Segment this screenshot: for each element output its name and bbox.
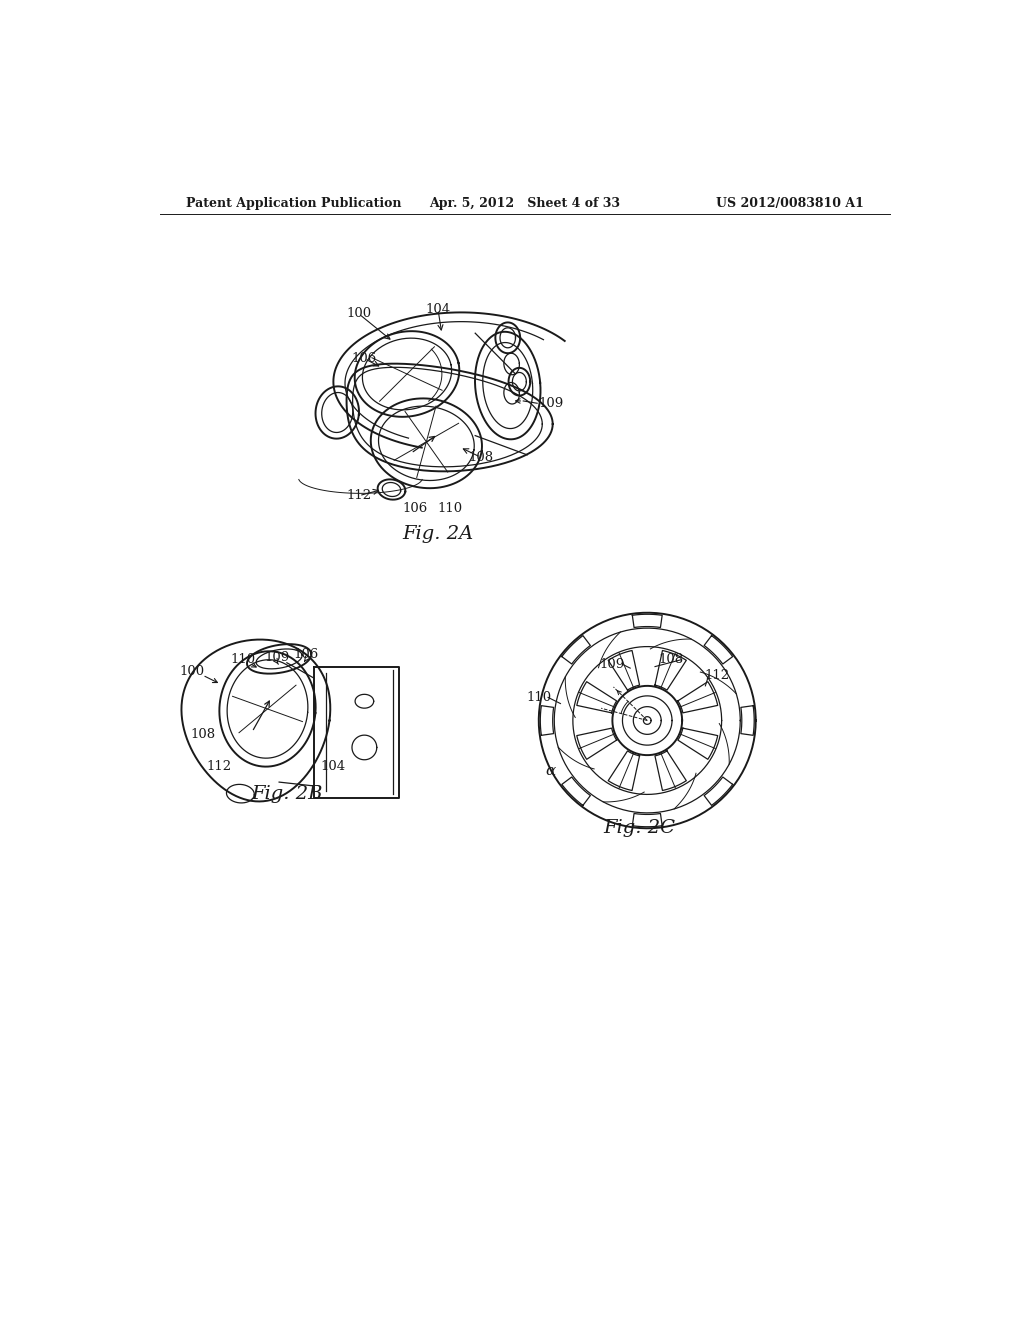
Text: Patent Application Publication: Patent Application Publication — [186, 197, 401, 210]
Text: 110: 110 — [526, 690, 551, 704]
Text: 110: 110 — [230, 653, 255, 667]
Text: Fig. 2B: Fig. 2B — [251, 784, 323, 803]
Text: 106: 106 — [402, 502, 427, 515]
Text: 112: 112 — [346, 490, 372, 502]
Text: 109: 109 — [539, 397, 564, 409]
Text: Fig. 2C: Fig. 2C — [603, 820, 676, 837]
Text: 109: 109 — [599, 657, 625, 671]
Text: α: α — [545, 763, 555, 777]
Text: 104: 104 — [321, 760, 346, 774]
Text: 100: 100 — [179, 665, 204, 677]
Text: 104: 104 — [425, 302, 451, 315]
Text: Apr. 5, 2012   Sheet 4 of 33: Apr. 5, 2012 Sheet 4 of 33 — [429, 197, 621, 210]
Text: 108: 108 — [658, 653, 683, 667]
Text: 100: 100 — [346, 308, 372, 321]
Text: 106: 106 — [294, 648, 318, 661]
Text: Fig. 2A: Fig. 2A — [402, 525, 474, 543]
Text: 109: 109 — [264, 651, 290, 664]
Text: 108: 108 — [468, 450, 494, 463]
Text: US 2012/0083810 A1: US 2012/0083810 A1 — [717, 197, 864, 210]
Text: 106: 106 — [352, 352, 377, 366]
Text: 112: 112 — [207, 760, 232, 774]
Text: 108: 108 — [190, 727, 215, 741]
Text: 110: 110 — [437, 502, 462, 515]
Text: 112: 112 — [705, 669, 729, 682]
